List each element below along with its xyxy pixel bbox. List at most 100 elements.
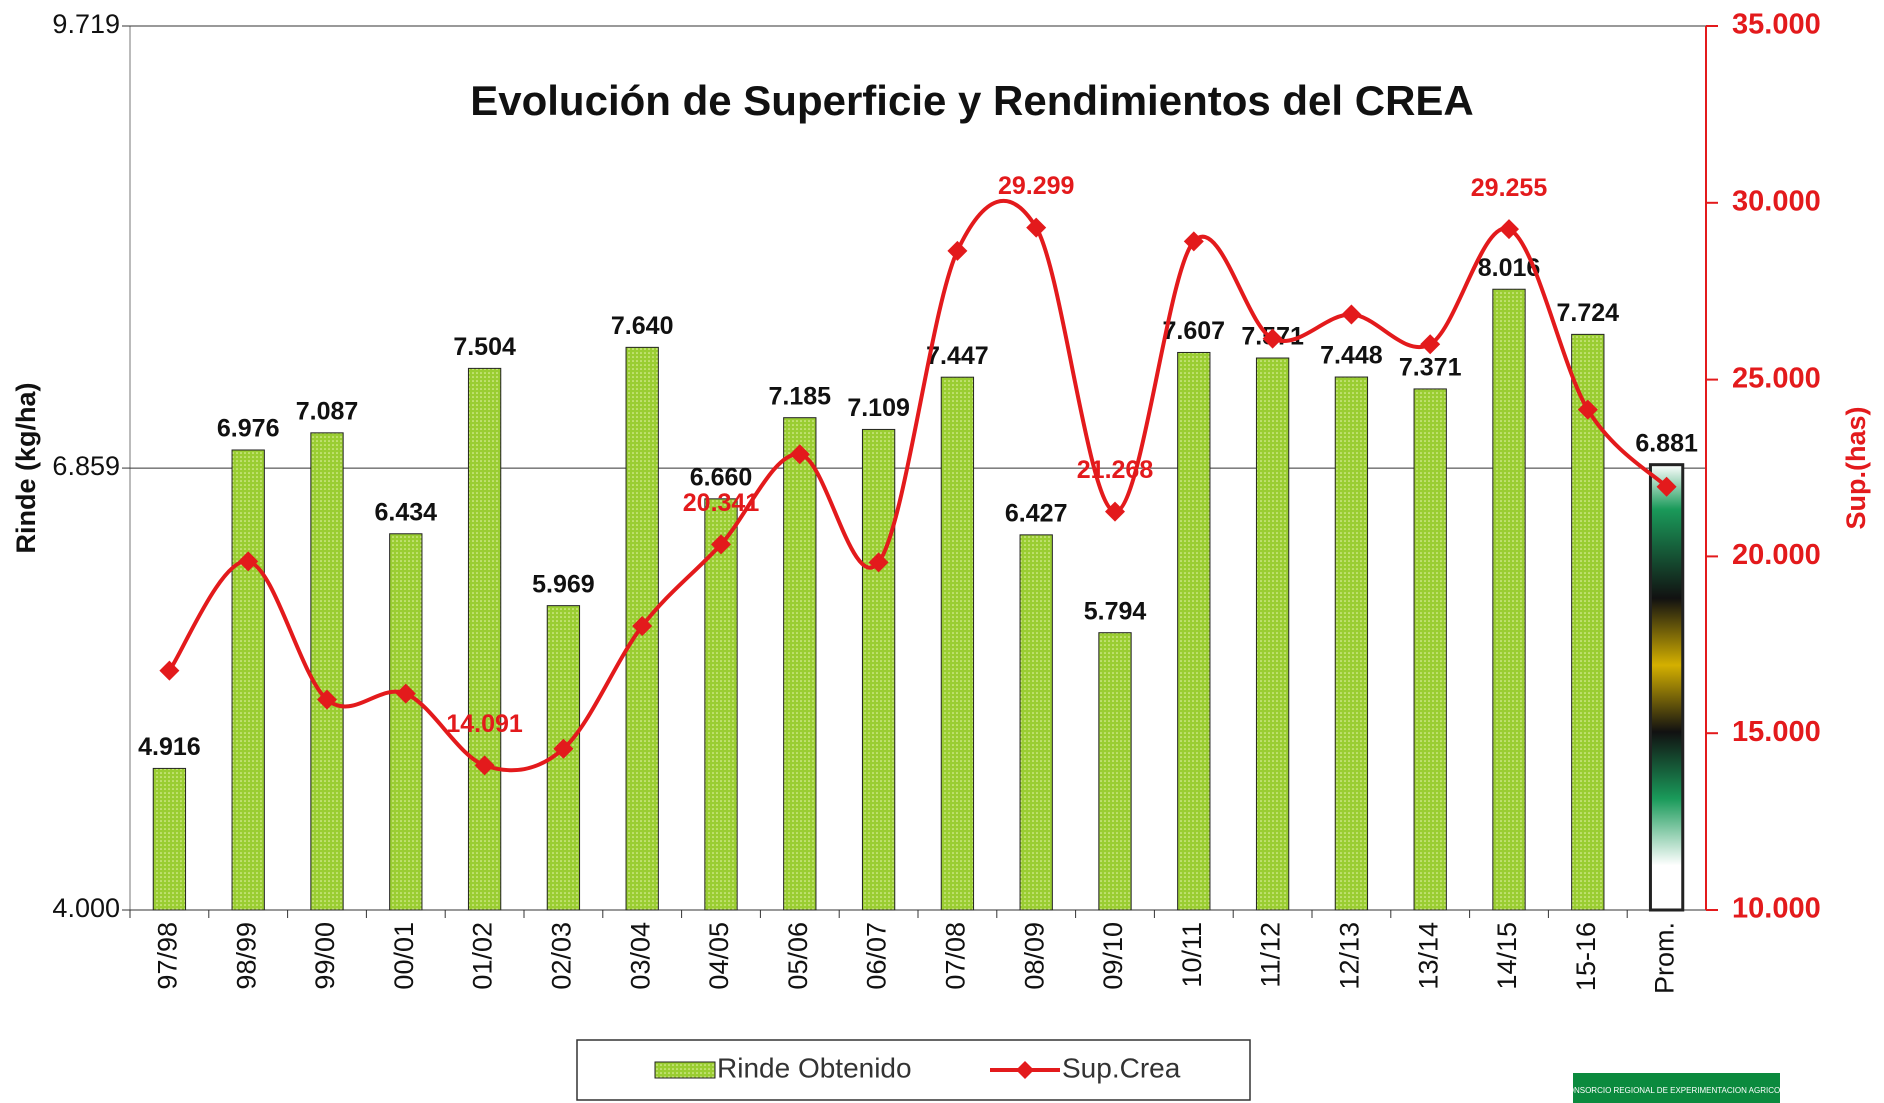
bar-value-label: 4.916 xyxy=(138,733,201,761)
bar xyxy=(1571,333,1605,911)
line-value-label: 29.299 xyxy=(998,172,1074,200)
bar-value-label: 6.434 xyxy=(375,498,438,526)
x-tick-label: 08/09 xyxy=(1019,922,1049,990)
bar-value-label: 7.504 xyxy=(453,333,516,361)
x-tick-label: 15-16 xyxy=(1571,922,1601,991)
y-tick-label: 6.859 xyxy=(52,451,120,481)
y2-tick-label: 15.000 xyxy=(1732,716,1821,748)
line-value-label: 21.268 xyxy=(1077,456,1154,484)
logo-text: CONSORCIO REGIONAL DE EXPERIMENTACION AG… xyxy=(1562,1086,1791,1095)
line-marker xyxy=(395,683,416,704)
line-marker xyxy=(474,755,495,776)
legend-label: Sup.Crea xyxy=(1062,1052,1181,1083)
x-tick-label: 03/04 xyxy=(625,922,655,990)
bar-value-label: 6.660 xyxy=(690,463,753,491)
bar-value-label: 5.969 xyxy=(532,570,595,598)
bar xyxy=(1177,351,1211,911)
bar-value-label: 6.976 xyxy=(217,415,280,443)
line-marker xyxy=(1656,476,1677,497)
x-tick-label: 98/99 xyxy=(231,922,261,990)
line-marker xyxy=(1105,501,1125,522)
line-marker xyxy=(317,689,337,710)
bar xyxy=(940,376,975,911)
line-marker xyxy=(238,551,259,572)
line-value-label: 29.255 xyxy=(1471,174,1548,202)
y-tick-label: 9.719 xyxy=(52,9,120,39)
bar xyxy=(1413,388,1447,911)
line-marker xyxy=(711,534,731,555)
bar-value-label: 7.607 xyxy=(1163,317,1226,345)
line-marker xyxy=(159,660,180,681)
x-tick-label: 00/01 xyxy=(389,922,419,990)
bar xyxy=(704,498,738,911)
line-marker xyxy=(947,240,968,261)
bar xyxy=(152,767,187,911)
line-marker xyxy=(1262,328,1283,349)
bar xyxy=(467,367,502,911)
y2-tick-label: 20.000 xyxy=(1732,539,1821,571)
legend-marker xyxy=(1016,1061,1034,1079)
bar-value-label: 6.427 xyxy=(1005,499,1068,527)
bar xyxy=(1255,357,1290,911)
line-marker xyxy=(1577,399,1598,420)
bar xyxy=(1098,632,1132,911)
bar-value-label: 7.087 xyxy=(296,397,359,425)
bar-value-label: 5.794 xyxy=(1084,597,1147,625)
bar-value-label: 7.371 xyxy=(1399,354,1462,382)
x-tick-label: 14/15 xyxy=(1492,922,1522,990)
x-tick-label: 09/10 xyxy=(1098,922,1128,990)
x-tick-label: 11/12 xyxy=(1256,922,1286,988)
x-tick-label: 13/14 xyxy=(1413,922,1443,990)
x-tick-label: 97/98 xyxy=(153,922,183,990)
line-marker xyxy=(789,444,810,465)
x-tick-label: 04/05 xyxy=(704,922,734,990)
bar xyxy=(861,428,896,911)
x-tick-label: 02/03 xyxy=(547,922,577,990)
x-tick-label: 05/06 xyxy=(783,922,813,990)
bar-value-label: 7.640 xyxy=(611,312,674,340)
bar-value-label: 7.109 xyxy=(847,394,910,422)
bar-value-label: 7.724 xyxy=(1557,299,1620,327)
bar xyxy=(783,417,817,911)
bar-value-label: 7.185 xyxy=(769,382,832,410)
line-marker xyxy=(1341,304,1362,325)
y2-tick-label: 35.000 xyxy=(1732,9,1821,41)
y2-tick-label: 10.000 xyxy=(1732,893,1821,925)
legend-swatch xyxy=(654,1061,716,1079)
x-tick-label: 99/00 xyxy=(310,922,340,990)
legend-label: Rinde Obtenido xyxy=(717,1052,912,1083)
bar xyxy=(310,432,344,911)
x-tick-label: 12/13 xyxy=(1335,922,1365,990)
line-marker xyxy=(553,738,574,759)
x-tick-label: 01/02 xyxy=(468,922,498,990)
chart-title: Evolución de Superficie y Rendimientos d… xyxy=(470,77,1474,124)
line-marker xyxy=(1183,231,1204,252)
x-tick-label: 10/11 xyxy=(1177,922,1207,988)
line-marker xyxy=(868,552,889,573)
bar xyxy=(231,449,265,911)
y2-tick-label: 30.000 xyxy=(1732,185,1821,217)
line xyxy=(167,198,1668,773)
x-tick-label: 07/08 xyxy=(941,922,971,990)
line-marker xyxy=(1026,217,1047,238)
line-value-label: 14.091 xyxy=(446,710,523,738)
bar xyxy=(1334,376,1369,911)
y-axis-label: Rinde (kg/ha) xyxy=(11,382,41,553)
y2-axis-label: Sup.(has) xyxy=(1841,406,1871,529)
line-marker xyxy=(632,616,653,637)
line-marker xyxy=(1499,219,1519,240)
bar xyxy=(1019,534,1053,911)
logo xyxy=(1573,1073,1780,1103)
y2-tick-label: 25.000 xyxy=(1732,362,1821,394)
bar-value-label: 6.881 xyxy=(1635,429,1698,457)
y-tick-label: 4.000 xyxy=(52,893,120,923)
bar xyxy=(389,533,423,911)
bar-value-label: 7.448 xyxy=(1320,342,1383,370)
x-tick-label: 06/07 xyxy=(862,922,892,990)
line-value-label: 20.341 xyxy=(683,489,760,517)
bar xyxy=(1492,288,1526,911)
bar xyxy=(1648,463,1685,912)
line-marker xyxy=(1420,334,1441,355)
